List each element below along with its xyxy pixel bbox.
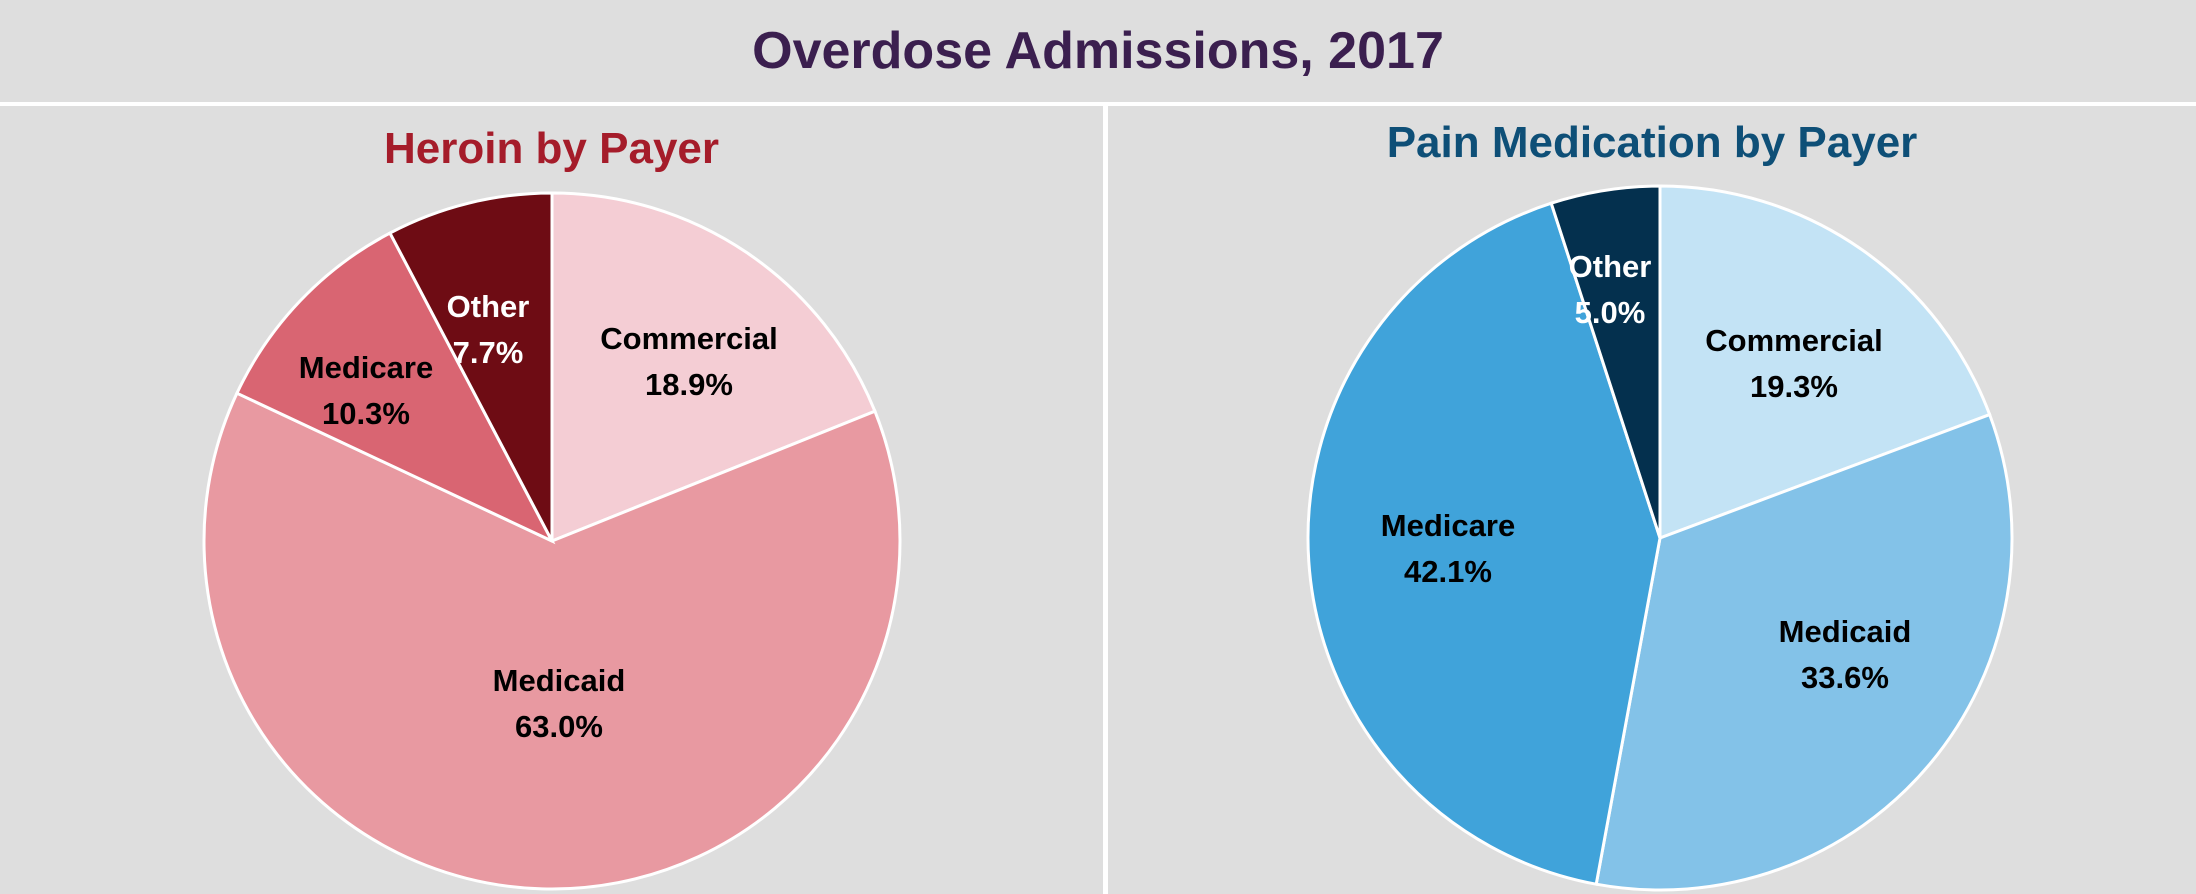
heroin-value-commercial: 18.9% xyxy=(645,367,733,402)
heroin-value-medicare: 10.3% xyxy=(322,396,410,431)
title-divider xyxy=(0,102,2196,106)
heroin-label-other: Other xyxy=(447,289,530,324)
heroin-slice-other xyxy=(387,191,554,542)
pain-medication-slice-medicaid xyxy=(1594,412,2014,892)
pain-medication-value-medicare: 42.1% xyxy=(1404,554,1492,589)
pain-medication-label-medicare: Medicare xyxy=(1381,508,1515,543)
page-title: Overdose Admissions, 2017 xyxy=(752,22,1444,80)
heroin-slice-medicare xyxy=(234,230,556,545)
heroin-value-medicaid: 63.0% xyxy=(515,709,603,744)
pain-medication-value-other: 5.0% xyxy=(1575,295,1646,330)
panel-divider xyxy=(1103,106,1108,894)
heroin-slice-medicaid xyxy=(202,391,902,891)
heroin-slice-commercial xyxy=(550,191,877,544)
pain-medication-label-medicaid: Medicaid xyxy=(1779,614,1912,649)
pain-medication-slice-commercial xyxy=(1658,184,1992,541)
heroin-pie-chart: Commercial 18.9% Medicaid 63.0% Medicare 10.3… xyxy=(202,191,902,891)
heroin-label-medicaid: Medicaid xyxy=(493,663,626,698)
pain-medication-pie-chart: Commercial 19.3% Medicaid 33.6% Medicare 42.1… xyxy=(1306,184,2014,892)
pain-medication-panel: Pain Medication by Payer Commercial 19.3%… xyxy=(1108,106,2196,894)
pain-medication-slice-medicare xyxy=(1306,201,1662,886)
pain-medication-slice-other xyxy=(1549,184,1662,539)
heroin-label-medicare: Medicare xyxy=(299,350,433,385)
pain-medication-value-commercial: 19.3% xyxy=(1750,369,1838,404)
heroin-value-other: 7.7% xyxy=(453,335,524,370)
pain-medication-label-commercial: Commercial xyxy=(1705,323,1882,358)
heroin-label-commercial: Commercial xyxy=(600,321,777,356)
heroin-chart-title: Heroin by Payer xyxy=(383,124,720,173)
heroin-panel: Heroin by Payer Commercial 18.9% Medicaid 6… xyxy=(0,106,1103,894)
pain-medication-value-medicaid: 33.6% xyxy=(1801,660,1889,695)
pain-medication-chart-title: Pain Medication by Payer xyxy=(1386,118,1918,167)
pain-medication-label-other: Other xyxy=(1569,249,1652,284)
